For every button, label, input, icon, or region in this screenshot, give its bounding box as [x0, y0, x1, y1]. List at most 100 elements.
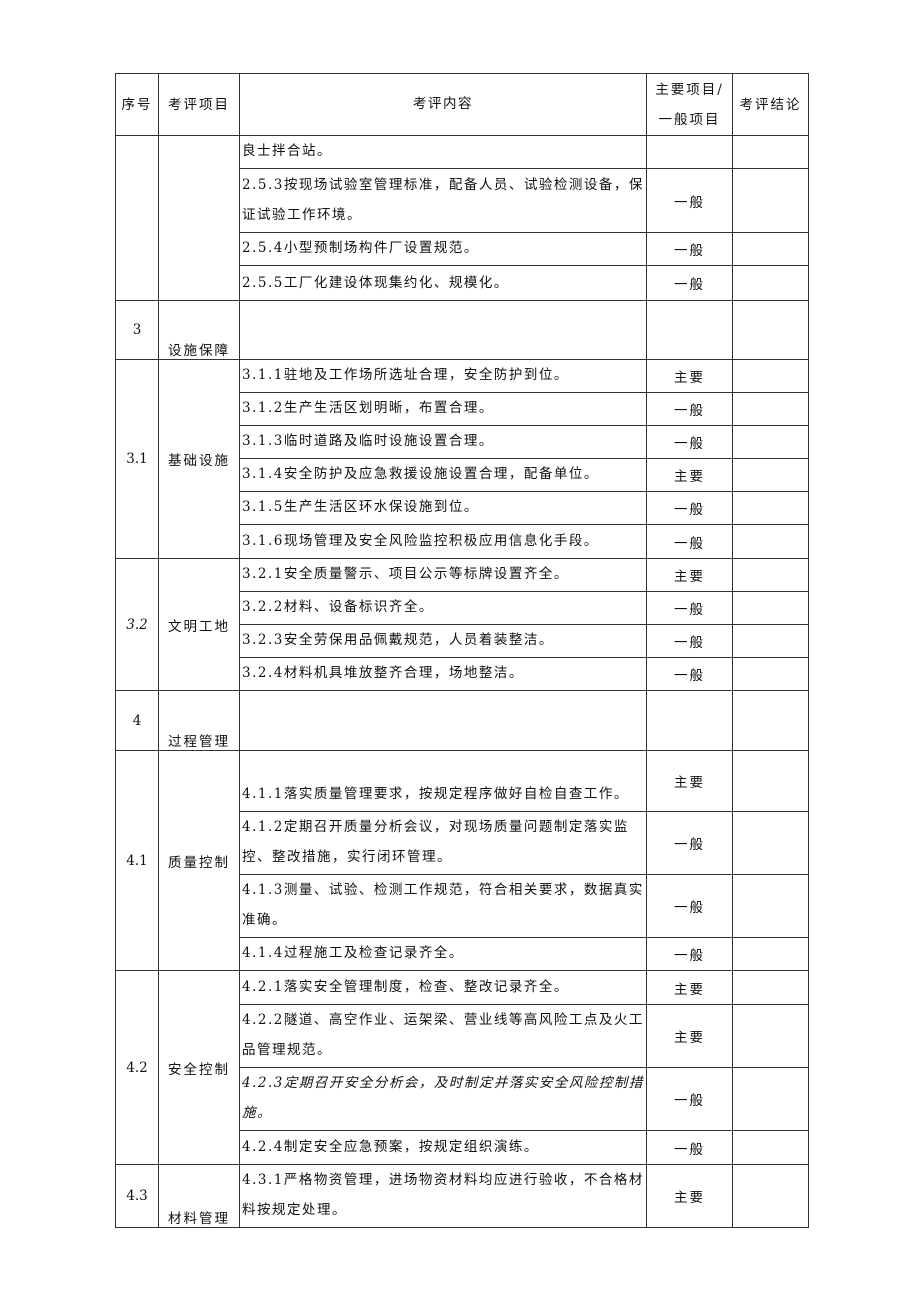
level-cell: 主要 — [646, 359, 733, 393]
conclusion-cell[interactable] — [732, 937, 809, 971]
level-cell: 一般 — [646, 874, 733, 938]
conclusion-cell[interactable] — [732, 425, 809, 459]
conclusion-cell[interactable] — [732, 874, 809, 938]
row-number: 3.2 — [115, 558, 159, 691]
category-label: 基础设施 — [158, 359, 240, 559]
row-number: 4.1 — [115, 750, 159, 971]
table-row: 4 过程管理 — [115, 690, 809, 751]
criteria-text: 3.1.6现场管理及安全风险监控积极应用信息化手段。 — [239, 524, 647, 559]
row-number: 3.1 — [115, 359, 159, 559]
table-row: 4.2.2隧道、高空作业、运架梁、营业线等高风险工点及火工品管理规范。 主要 — [116, 1004, 809, 1068]
table-row: 4.1.4过程施工及检查记录齐全。 一般 — [116, 937, 809, 971]
level-cell: 一般 — [646, 392, 733, 426]
level-cell: 主要 — [646, 970, 733, 1005]
conclusion-cell[interactable] — [732, 392, 809, 426]
conclusion-cell[interactable] — [732, 970, 809, 1005]
conclusion-cell[interactable] — [732, 232, 809, 266]
criteria-text — [239, 300, 647, 360]
level-cell: 一般 — [646, 624, 733, 658]
level-cell: 一般 — [646, 1130, 733, 1165]
conclusion-cell[interactable] — [732, 458, 809, 492]
table-row: 4.2.4制定安全应急预案，按规定组织演练。 一般 — [116, 1130, 809, 1165]
conclusion-cell[interactable] — [732, 750, 809, 812]
table-row: 2.5.5工厂化建设体现集约化、规模化。 一般 — [116, 265, 809, 301]
category-label: 文明工地 — [158, 558, 240, 691]
conclusion-cell[interactable] — [732, 265, 809, 301]
conclusion-cell[interactable] — [732, 168, 809, 233]
header-level: 主要项目/一般项目 — [646, 73, 733, 136]
row-number: 4 — [115, 690, 159, 751]
conclusion-cell[interactable] — [732, 1004, 809, 1068]
conclusion-cell[interactable] — [732, 591, 809, 625]
level-cell: 一般 — [646, 232, 733, 266]
conclusion-cell[interactable] — [732, 300, 809, 360]
level-cell: 主要 — [646, 1164, 733, 1228]
criteria-text: 2.5.5工厂化建设体现集约化、规模化。 — [239, 265, 647, 301]
conclusion-cell[interactable] — [732, 811, 809, 875]
category-label — [158, 135, 240, 301]
conclusion-cell[interactable] — [732, 135, 809, 169]
level-cell — [646, 300, 733, 360]
conclusion-cell[interactable] — [732, 657, 809, 691]
category-label: 质量控制 — [158, 750, 240, 971]
table-row: 4.2.3定期召开安全分析会，及时制定并落实安全风险控制措施。 一般 — [116, 1067, 809, 1131]
header-category: 考评项目 — [158, 73, 240, 136]
criteria-text: 4.2.4制定安全应急预案，按规定组织演练。 — [239, 1130, 647, 1165]
level-cell: 一般 — [646, 524, 733, 559]
category-label: 材料管理 — [158, 1164, 240, 1228]
table-row: 3.1 基础设施 3.1.1驻地及工作场所选址合理，安全防护到位。 主要 — [115, 359, 809, 559]
table-row: 3 设施保障 — [115, 300, 809, 360]
table-row: 4.1.3测量、试验、检测工作规范，符合相关要求，数据真实准确。 一般 — [116, 874, 809, 938]
criteria-text — [239, 690, 647, 751]
level-cell: 一般 — [646, 425, 733, 459]
table-row: 3.1.6现场管理及安全风险监控积极应用信息化手段。 一般 — [116, 524, 809, 559]
row-number — [115, 135, 159, 301]
criteria-text: 良士拌合站。 — [239, 135, 647, 169]
table-row: 3.2 文明工地 3.2.1安全质量警示、项目公示等标牌设置齐全。 主要 — [115, 558, 809, 691]
criteria-text: 3.2.2材料、设备标识齐全。 — [239, 591, 647, 625]
criteria-text: 3.2.1安全质量警示、项目公示等标牌设置齐全。 — [239, 558, 647, 592]
conclusion-cell[interactable] — [732, 491, 809, 525]
criteria-text: 3.1.1驻地及工作场所选址合理，安全防护到位。 — [239, 359, 647, 393]
level-cell: 主要 — [646, 1004, 733, 1068]
criteria-text: 3.1.5生产生活区环水保设施到位。 — [239, 491, 647, 525]
category-label: 设施保障 — [158, 300, 240, 360]
conclusion-cell[interactable] — [732, 1164, 809, 1228]
criteria-text: 3.1.2生产生活区划明晰，布置合理。 — [239, 392, 647, 426]
level-cell: 一般 — [646, 1067, 733, 1131]
table-row: 4.1.2定期召开质量分析会议，对现场质量问题制定落实监控、整改措施，实行闭环管… — [116, 811, 809, 875]
level-cell: 主要 — [646, 750, 733, 812]
header-num: 序号 — [115, 73, 159, 136]
category-label: 过程管理 — [158, 690, 240, 751]
criteria-text: 3.1.4安全防护及应急救援设施设置合理，配备单位。 — [239, 458, 647, 492]
level-cell — [646, 690, 733, 751]
criteria-text: 4.1.4过程施工及检查记录齐全。 — [239, 937, 647, 971]
level-cell: 主要 — [646, 458, 733, 492]
criteria-text: 4.1.3测量、试验、检测工作规范，符合相关要求，数据真实准确。 — [239, 874, 647, 938]
level-cell: 一般 — [646, 811, 733, 875]
criteria-text: 4.1.1落实质量管理要求，按规定程序做好自检自查工作。 — [239, 750, 647, 812]
conclusion-cell[interactable] — [732, 558, 809, 592]
conclusion-cell[interactable] — [732, 1067, 809, 1131]
level-cell: 一般 — [646, 265, 733, 301]
criteria-text: 3.1.3临时道路及临时设施设置合理。 — [239, 425, 647, 459]
conclusion-cell[interactable] — [732, 359, 809, 393]
table-row: 3.2.2材料、设备标识齐全。 一般 — [116, 591, 809, 625]
row-number: 3 — [115, 300, 159, 360]
table-row: 3.1.2生产生活区划明晰，布置合理。 一般 — [116, 392, 809, 426]
level-cell: 一般 — [646, 591, 733, 625]
evaluation-table: 序号 考评项目 考评内容 主要项目/一般项目 考评结论 良士拌合站。 2.5.3按… — [115, 73, 809, 1228]
row-number: 4.2 — [115, 970, 159, 1165]
level-cell: 一般 — [646, 937, 733, 971]
header-content: 考评内容 — [239, 73, 647, 136]
level-cell: 一般 — [646, 657, 733, 691]
conclusion-cell[interactable] — [732, 1130, 809, 1165]
level-cell: 一般 — [646, 168, 733, 233]
conclusion-cell[interactable] — [732, 524, 809, 559]
conclusion-cell[interactable] — [732, 690, 809, 751]
category-label: 安全控制 — [158, 970, 240, 1165]
table-row: 2.5.4小型预制场构件厂设置规范。 一般 — [116, 232, 809, 266]
conclusion-cell[interactable] — [732, 624, 809, 658]
criteria-text: 2.5.3按现场试验室管理标准，配备人员、试验检测设备，保证试验工作环境。 — [239, 168, 647, 233]
level-cell — [646, 135, 733, 169]
